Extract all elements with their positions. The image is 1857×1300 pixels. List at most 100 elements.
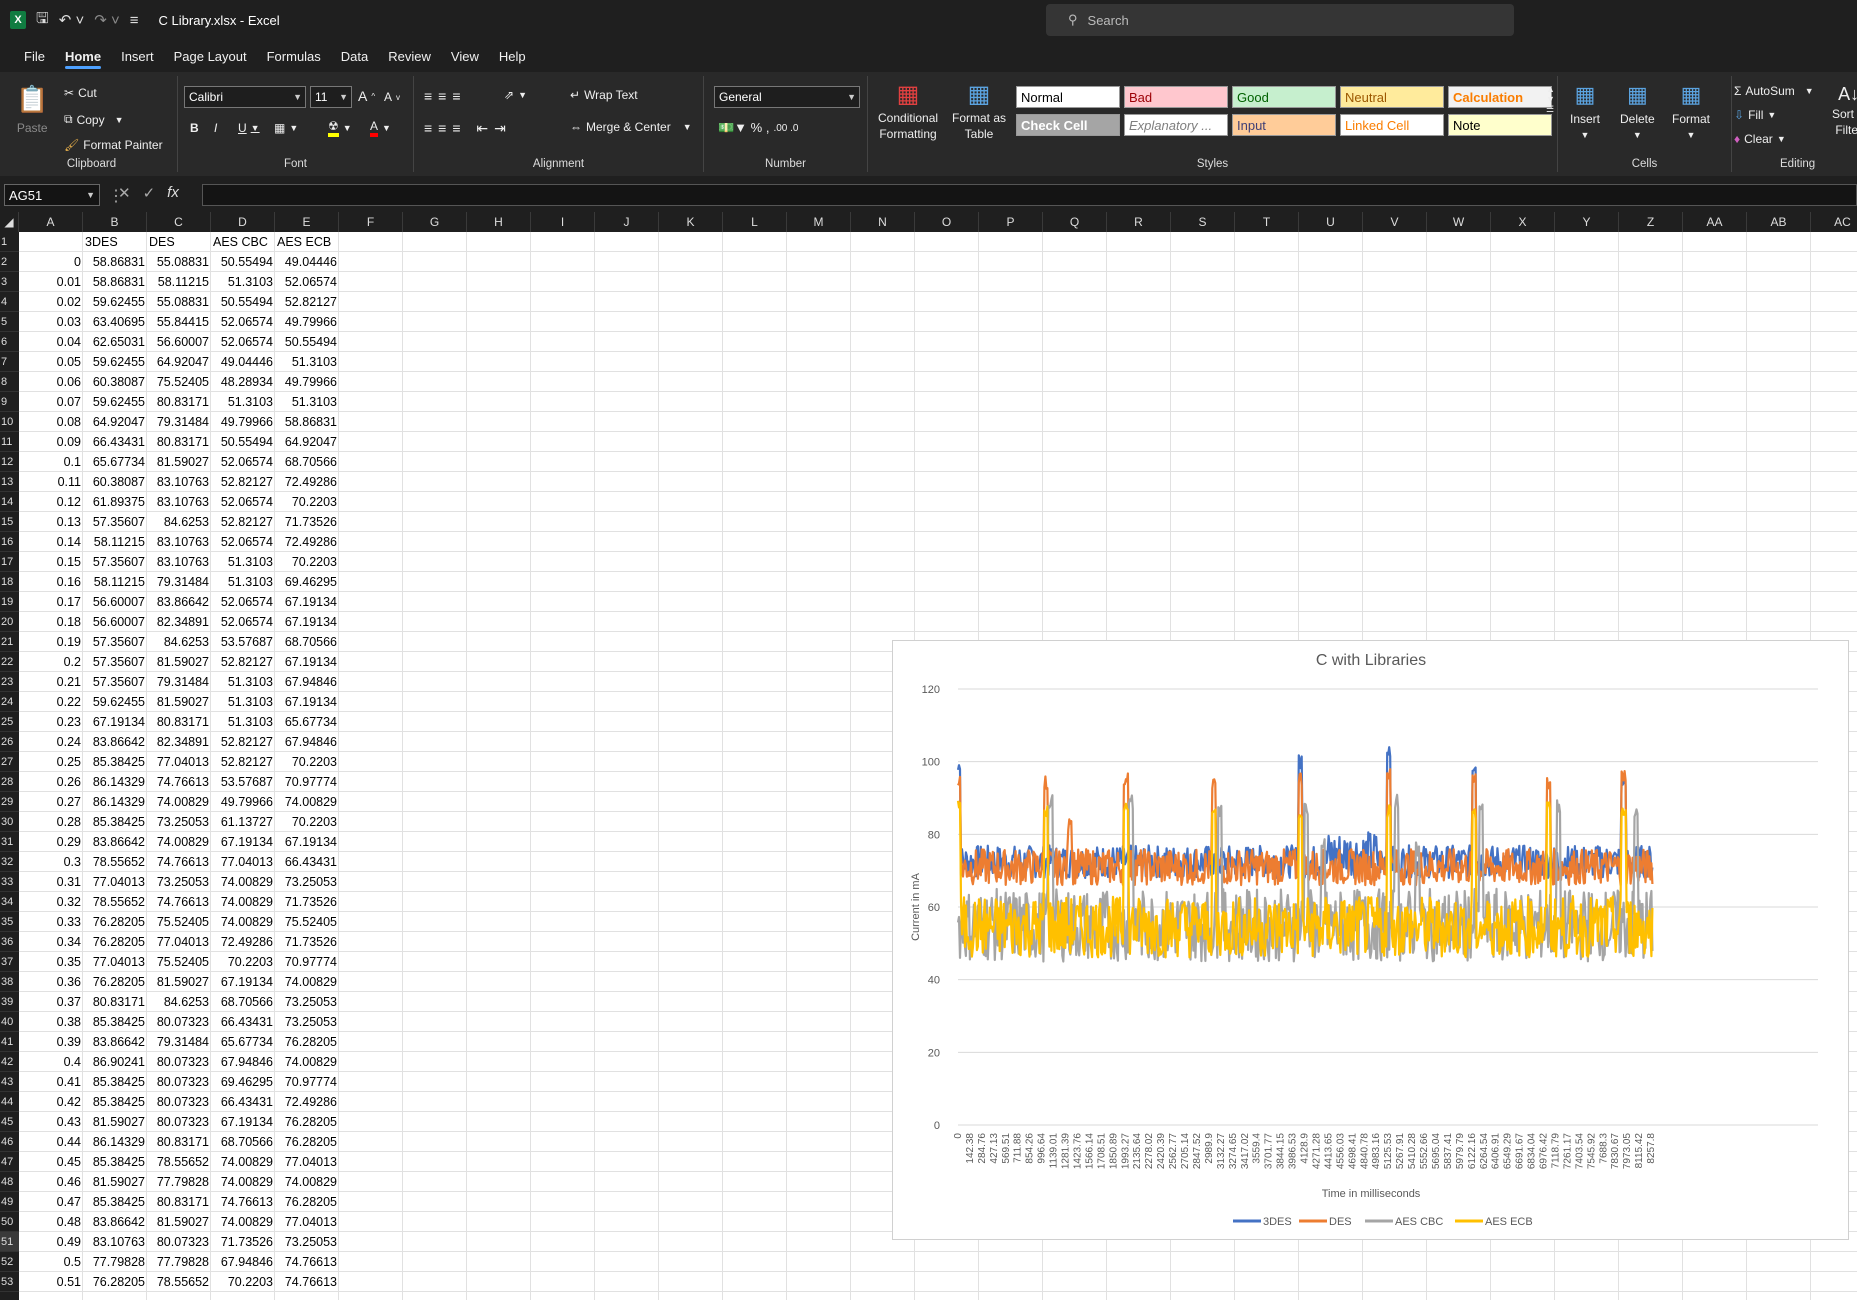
- data-cell[interactable]: 80.07323: [156, 1075, 209, 1089]
- data-cell[interactable]: 70.97774: [284, 955, 337, 969]
- column-header-i[interactable]: I: [531, 212, 595, 232]
- data-cell[interactable]: 79.31484: [156, 575, 209, 589]
- data-cell[interactable]: 80.83171: [156, 435, 209, 449]
- column-header-b[interactable]: B: [83, 212, 147, 232]
- data-cell[interactable]: 0.03: [56, 315, 81, 329]
- data-cell[interactable]: 0: [74, 255, 81, 269]
- data-cell[interactable]: 73.25053: [284, 1015, 337, 1029]
- column-header-y[interactable]: Y: [1555, 212, 1619, 232]
- chart[interactable]: C with Libraries 0 20 40 60 80 100 120 Current i…: [892, 640, 1849, 1240]
- formula-input[interactable]: [202, 184, 1857, 206]
- data-cell[interactable]: 50.55494: [220, 435, 273, 449]
- data-cell[interactable]: 80.07323: [156, 1015, 209, 1029]
- column-header-e[interactable]: E: [275, 212, 339, 232]
- styles-scroll[interactable]: ▲ ▼ ☰: [1546, 84, 1555, 114]
- data-cell[interactable]: 0.31: [56, 875, 81, 889]
- row-header-35[interactable]: 35: [0, 912, 19, 932]
- data-cell[interactable]: 81.59027: [92, 1115, 145, 1129]
- column-header-f[interactable]: F: [339, 212, 403, 232]
- data-cell[interactable]: 53.57687: [220, 775, 273, 789]
- row-header-53[interactable]: 53: [0, 1272, 19, 1292]
- data-cell[interactable]: 0.41: [56, 1075, 81, 1089]
- data-cell[interactable]: 0.25: [56, 755, 81, 769]
- data-cell[interactable]: 74.00829: [284, 795, 337, 809]
- delete-cells-button[interactable]: ▦ Delete ▼: [1620, 82, 1655, 140]
- select-all-corner[interactable]: ◢: [0, 212, 19, 232]
- data-cell[interactable]: 0.21: [56, 675, 81, 689]
- row-header-45[interactable]: 45: [0, 1112, 19, 1132]
- data-cell[interactable]: 72.49286: [284, 475, 337, 489]
- data-cell[interactable]: 65.67734: [220, 1035, 273, 1049]
- data-cell[interactable]: 73.25053: [284, 875, 337, 889]
- data-cell[interactable]: 52.06574: [220, 595, 273, 609]
- data-cell[interactable]: 59.62455: [92, 295, 145, 309]
- row-header-13[interactable]: 13: [0, 472, 19, 492]
- data-cell[interactable]: 51.3103: [227, 575, 273, 589]
- data-cell[interactable]: 80.83171: [156, 395, 209, 409]
- row-header-39[interactable]: 39: [0, 992, 19, 1012]
- data-cell[interactable]: 52.06574: [220, 615, 273, 629]
- data-cell[interactable]: 76.28205: [92, 1275, 145, 1289]
- data-cell[interactable]: 51.3103: [227, 395, 273, 409]
- data-cell[interactable]: 83.86642: [92, 1035, 145, 1049]
- data-cell[interactable]: 52.06574: [220, 535, 273, 549]
- data-cell[interactable]: 50.55494: [220, 255, 273, 269]
- data-cell[interactable]: 0.14: [56, 535, 81, 549]
- data-cell[interactable]: 0.12: [56, 495, 81, 509]
- data-cell[interactable]: 51.3103: [227, 675, 273, 689]
- data-cell[interactable]: 70.2203: [227, 955, 273, 969]
- data-cell[interactable]: 64.92047: [284, 435, 337, 449]
- vertical-align-buttons[interactable]: ≡≡≡: [424, 88, 467, 104]
- data-cell[interactable]: 0.07: [56, 395, 81, 409]
- data-cell[interactable]: 51.3103: [227, 555, 273, 569]
- cell-style-good[interactable]: Good: [1232, 86, 1336, 108]
- row-header-48[interactable]: 48: [0, 1172, 19, 1192]
- data-cell[interactable]: 74.00829: [284, 1175, 337, 1189]
- data-cell[interactable]: 65.67734: [92, 455, 145, 469]
- data-cell[interactable]: 0.51: [56, 1275, 81, 1289]
- data-cell[interactable]: 0.29: [56, 835, 81, 849]
- data-cell[interactable]: 76.28205: [284, 1195, 337, 1209]
- data-cell[interactable]: 83.86642: [92, 835, 145, 849]
- column-header-j[interactable]: J: [595, 212, 659, 232]
- data-cell[interactable]: 0.3: [63, 855, 81, 869]
- wrap-text-button[interactable]: ↵ Wrap Text: [570, 88, 638, 102]
- data-cell[interactable]: 67.19134: [220, 975, 273, 989]
- font-family-select[interactable]: Calibri ▼: [184, 86, 306, 108]
- data-cell[interactable]: 0.23: [56, 715, 81, 729]
- data-cell[interactable]: 67.19134: [220, 1115, 273, 1129]
- row-header-21[interactable]: 21: [0, 632, 19, 652]
- data-cell[interactable]: 0.43: [56, 1115, 81, 1129]
- data-cell[interactable]: 73.25053: [284, 1235, 337, 1249]
- name-box[interactable]: AG51 ▼: [4, 184, 100, 206]
- data-cell[interactable]: 69.46295: [220, 1075, 273, 1089]
- data-cell[interactable]: 78.55652: [92, 895, 145, 909]
- data-cell[interactable]: 66.43431: [284, 855, 337, 869]
- data-cell[interactable]: 56.60007: [92, 615, 145, 629]
- data-cell[interactable]: 52.82127: [220, 515, 273, 529]
- data-cell[interactable]: 56.60007: [156, 335, 209, 349]
- row-header-41[interactable]: 41: [0, 1032, 19, 1052]
- cut-button[interactable]: ✂ Cut: [64, 86, 97, 100]
- data-cell[interactable]: 0.1: [63, 455, 81, 469]
- data-cell[interactable]: 0.04: [56, 335, 81, 349]
- data-cell[interactable]: 70.97774: [284, 1075, 337, 1089]
- data-cell[interactable]: 49.79966: [220, 415, 273, 429]
- data-cell[interactable]: 0.34: [56, 935, 81, 949]
- data-cell[interactable]: 82.34891: [156, 615, 209, 629]
- italic-button[interactable]: I: [214, 121, 218, 135]
- data-cell[interactable]: 58.11215: [93, 535, 145, 549]
- column-header-s[interactable]: S: [1171, 212, 1235, 232]
- data-cell[interactable]: 74.00829: [220, 875, 273, 889]
- row-header-44[interactable]: 44: [0, 1092, 19, 1112]
- data-cell[interactable]: 68.70566: [220, 1135, 273, 1149]
- data-cell[interactable]: 74.76613: [156, 895, 209, 909]
- column-header-z[interactable]: Z: [1619, 212, 1683, 232]
- data-cell[interactable]: 0.19: [56, 635, 81, 649]
- row-header-5[interactable]: 5: [0, 312, 19, 332]
- data-cell[interactable]: 51.3103: [227, 715, 273, 729]
- column-header-o[interactable]: O: [915, 212, 979, 232]
- tab-page-layout[interactable]: Page Layout: [173, 48, 247, 64]
- data-cell[interactable]: 81.59027: [156, 455, 209, 469]
